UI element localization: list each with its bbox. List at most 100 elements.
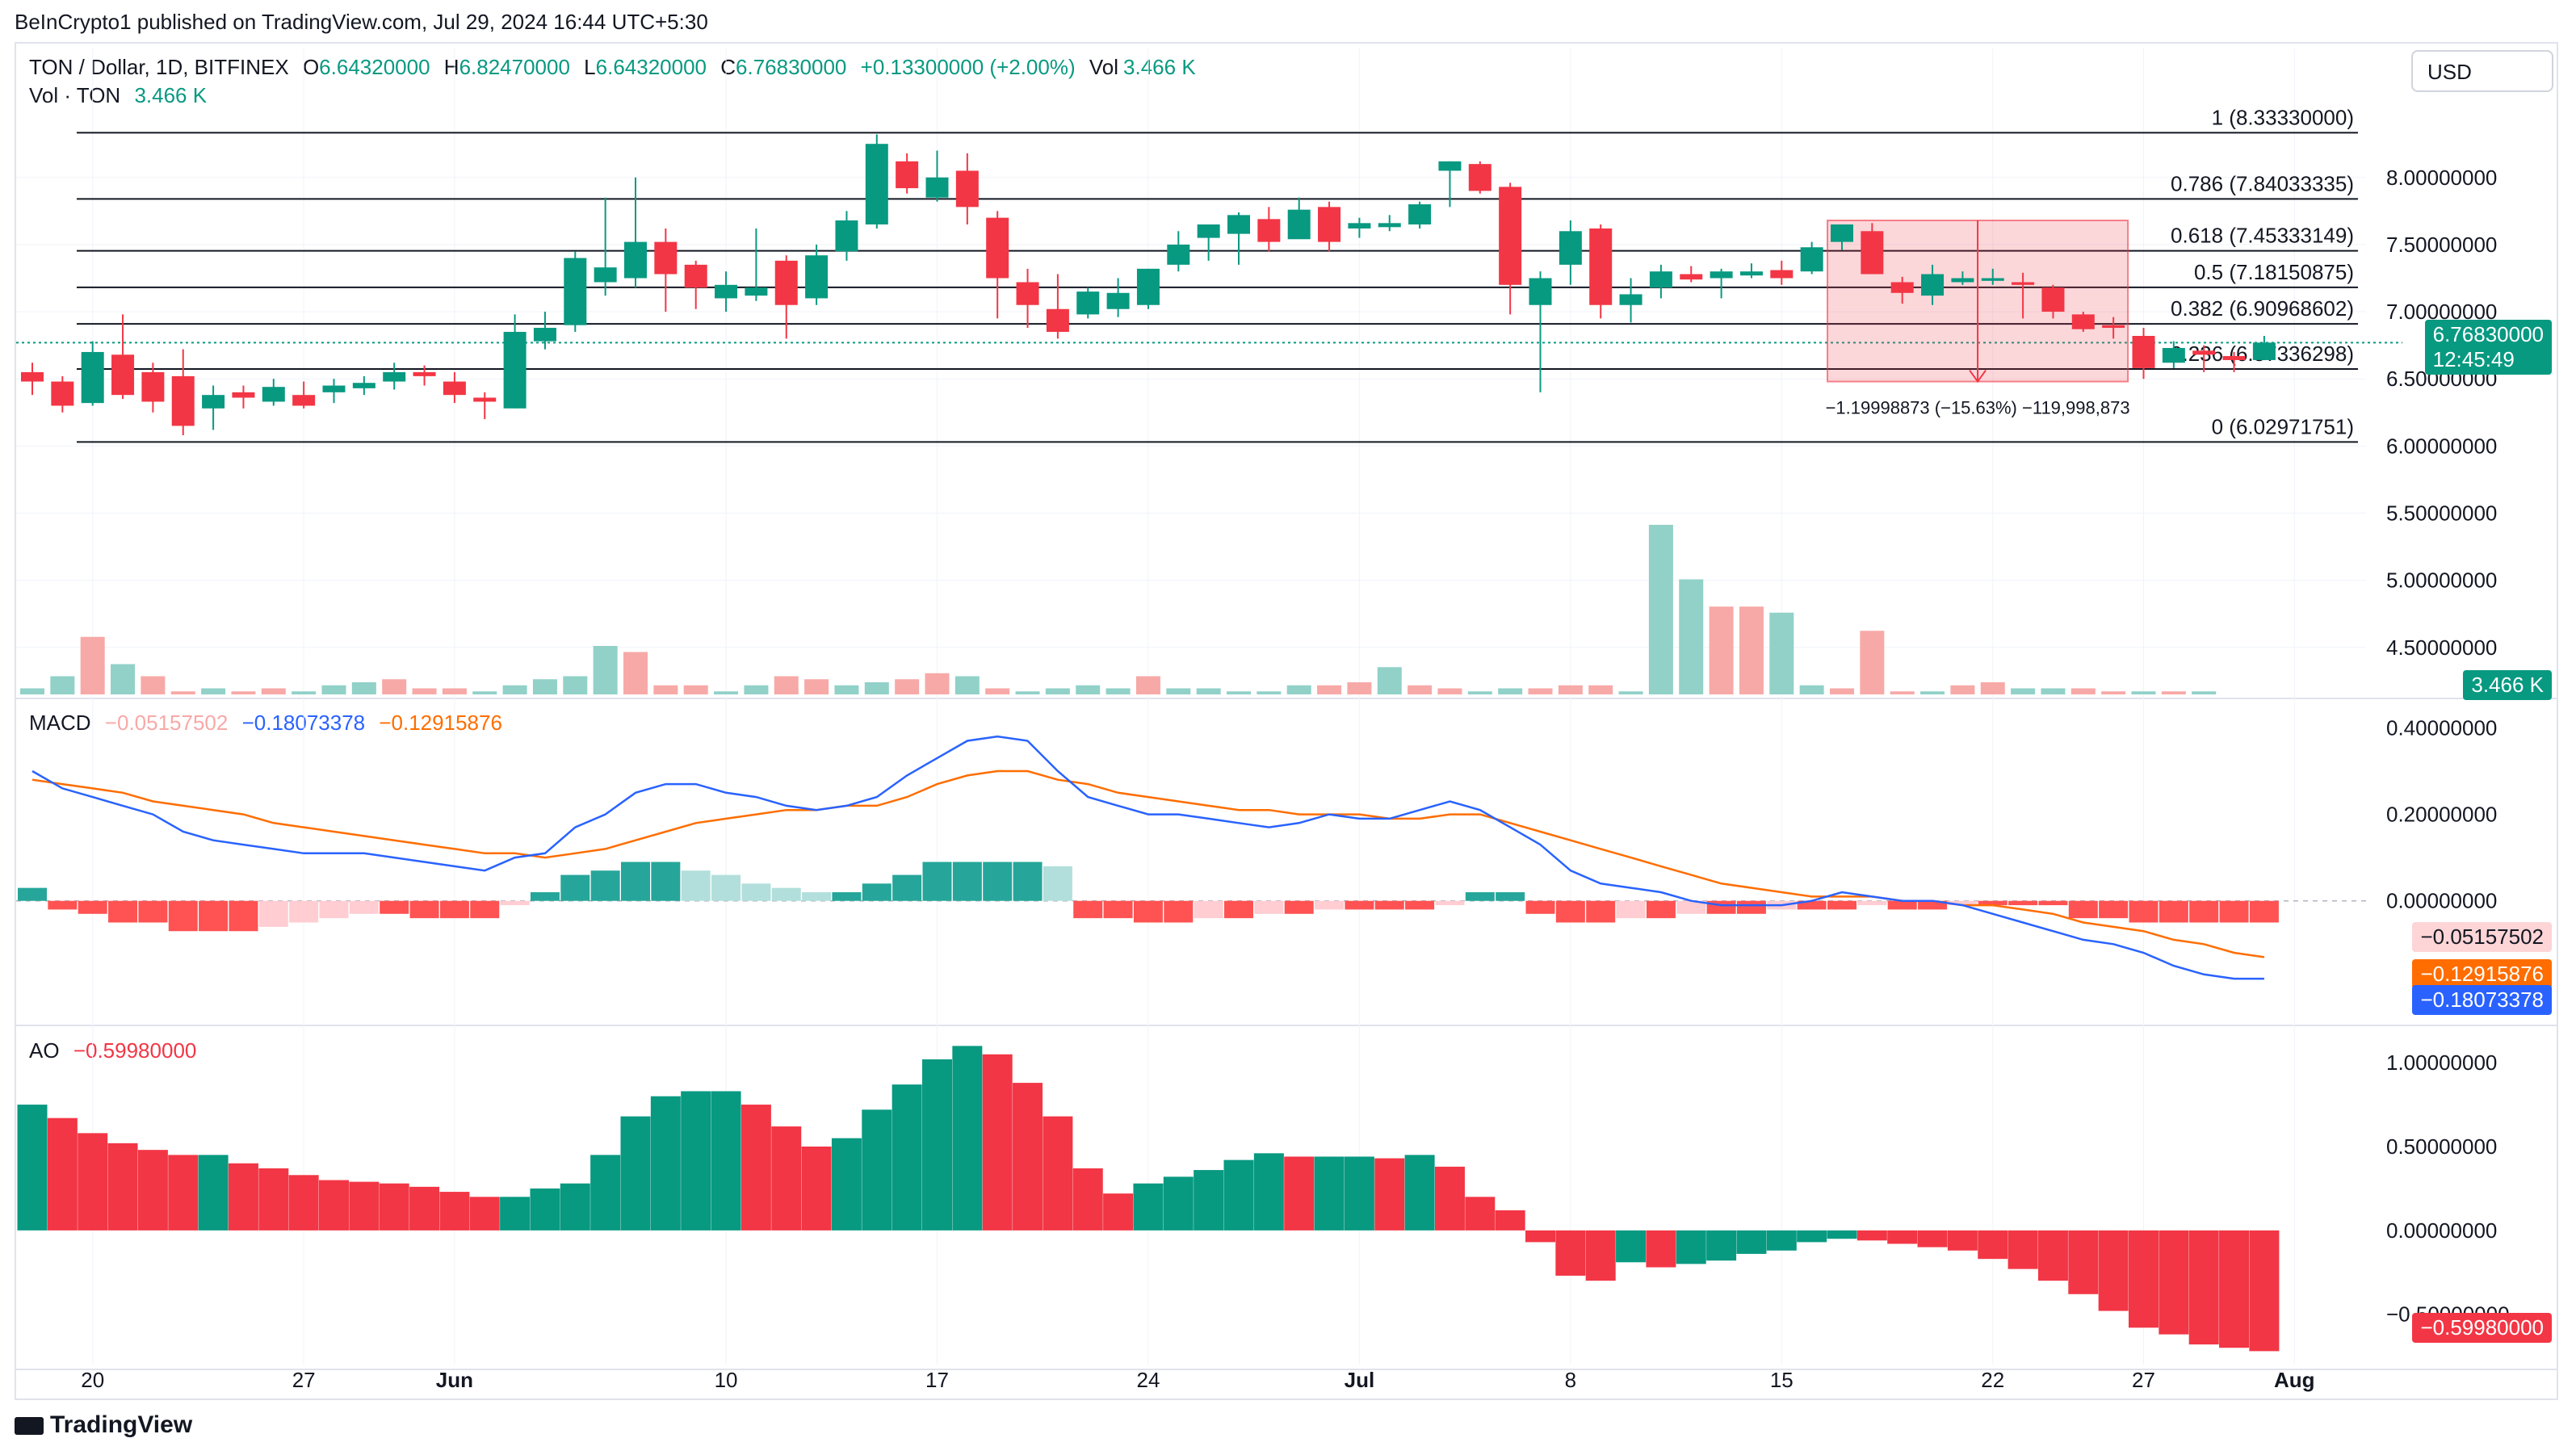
candle-body — [2071, 314, 2095, 329]
currency-selector[interactable]: USD — [2411, 50, 2553, 92]
price-axis-tick: 6.00000000 — [2386, 434, 2497, 458]
ao-bar — [1133, 1183, 1164, 1231]
ao-bar — [379, 1183, 409, 1231]
macd-histogram-bar — [1465, 892, 1495, 901]
volume-bar — [1588, 685, 1613, 694]
candle-body — [1197, 224, 1220, 238]
volume-bar — [442, 688, 467, 694]
candle-body — [1710, 271, 1733, 279]
chart-frame — [15, 42, 2558, 1400]
time-axis-tick: Jul — [1345, 1368, 1375, 1392]
macd-histogram-bar — [78, 900, 107, 914]
candle-body — [533, 328, 556, 342]
ao-bar — [1676, 1230, 1706, 1264]
macd-histogram-bar — [1857, 900, 1887, 906]
macd-histogram-bar — [439, 900, 469, 919]
candle-body — [443, 381, 466, 396]
macd-histogram-bar — [2008, 900, 2038, 906]
candle-body — [232, 392, 255, 398]
candle-body — [1861, 231, 1884, 275]
candle-body — [1770, 270, 1794, 279]
ao-bar — [952, 1046, 983, 1231]
candle-body — [1287, 209, 1311, 240]
macd-histogram-bar — [832, 892, 862, 901]
ao-bar — [740, 1105, 771, 1231]
volume-bar — [292, 691, 317, 694]
volume-bar — [1076, 685, 1101, 694]
candle-body — [1739, 271, 1763, 276]
ao-bar — [2037, 1230, 2068, 1281]
ao-bar — [1616, 1230, 1647, 1263]
volume-bar — [954, 676, 980, 694]
macd-histogram-bar — [952, 862, 982, 901]
macd-histogram-bar — [1616, 900, 1646, 919]
time-axis-tick: 17 — [925, 1368, 949, 1392]
macd-histogram-bar — [2099, 900, 2129, 919]
candle-body — [171, 375, 195, 426]
candle-body — [1408, 204, 1432, 224]
volume-bar — [1498, 688, 1523, 694]
ao-axis-tick: 0.50000000 — [2386, 1134, 2497, 1159]
volume-tag: 3.466 K — [2463, 670, 2552, 700]
macd-histogram-bar — [319, 900, 349, 919]
macd-histogram-bar — [711, 874, 741, 901]
fib-level-label: 1 (8.33330000) — [2212, 105, 2354, 129]
macd-histogram-bar — [229, 900, 258, 932]
candle-body — [1468, 164, 1491, 191]
candle-body — [1257, 219, 1281, 242]
ohlc-low: L6.64320000 — [584, 55, 707, 79]
candle-body — [322, 385, 346, 392]
ao-bar — [319, 1180, 349, 1231]
candle-body — [1318, 207, 1341, 242]
volume-bar — [1528, 688, 1553, 694]
volume-bar — [1860, 631, 1885, 694]
symbol-legend[interactable]: TON / Dollar, 1D, BITFINEX O6.64320000 H… — [29, 55, 1204, 80]
macd-histogram-bar — [1133, 900, 1163, 923]
volume-bar — [1618, 691, 1643, 694]
candle-body — [1106, 292, 1130, 309]
volume-bar — [593, 646, 618, 694]
ao-bar — [982, 1054, 1013, 1231]
ao-axis-tick: 1.00000000 — [2386, 1050, 2497, 1075]
volume-bar — [2161, 691, 2186, 694]
ao-legend[interactable]: AO −0.59980000 — [29, 1038, 204, 1063]
macd-histogram-bar — [1405, 900, 1435, 910]
ohlc-volume: Vol 3.466 K — [1089, 55, 1196, 79]
ao-bar — [1404, 1155, 1435, 1231]
volume-bar — [2041, 688, 2066, 694]
ao-bar — [469, 1197, 500, 1231]
volume-legend[interactable]: Vol · TON 3.466 K — [29, 83, 215, 108]
volume-bar — [1890, 691, 1915, 694]
ao-bar — [1978, 1230, 2008, 1260]
tradingview-wordmark: TradingView — [50, 1411, 193, 1438]
macd-legend[interactable]: MACD −0.05157502 −0.18073378 −0.12915876 — [29, 711, 510, 736]
macd-histogram-bar — [1435, 900, 1465, 906]
candle-body — [1831, 224, 1853, 242]
macd-histogram-bar — [1345, 900, 1374, 910]
volume-bar — [2070, 688, 2096, 694]
ao-bar — [137, 1150, 168, 1231]
bar-countdown: 12:45:49 — [2432, 347, 2515, 371]
ao-layer — [17, 1046, 2280, 1352]
volume-bar — [1467, 691, 1492, 694]
fib-level-label: 0.786 (7.84033335) — [2171, 171, 2354, 195]
volume-bar — [985, 688, 1010, 694]
volume-bar — [1920, 691, 1945, 694]
ao-bar — [650, 1096, 681, 1231]
macd-histogram-bar — [168, 900, 198, 932]
candle-body — [111, 354, 135, 396]
macd-histogram-bar — [470, 900, 500, 919]
volume-bar — [864, 682, 889, 694]
candle-body — [1619, 294, 1643, 305]
tradingview-logo[interactable]: TradingView — [15, 1411, 192, 1439]
macd-histogram-bar — [1194, 900, 1223, 919]
volume-bar — [1830, 688, 1854, 694]
candle-body — [1499, 187, 1522, 285]
candle-body — [925, 177, 949, 198]
macd-histogram-bar — [2189, 900, 2219, 923]
macd-histogram-bar — [1043, 866, 1072, 901]
time-axis-tick: 20 — [81, 1368, 104, 1392]
volume-bar — [1257, 691, 1282, 694]
volume-bar — [623, 652, 648, 694]
